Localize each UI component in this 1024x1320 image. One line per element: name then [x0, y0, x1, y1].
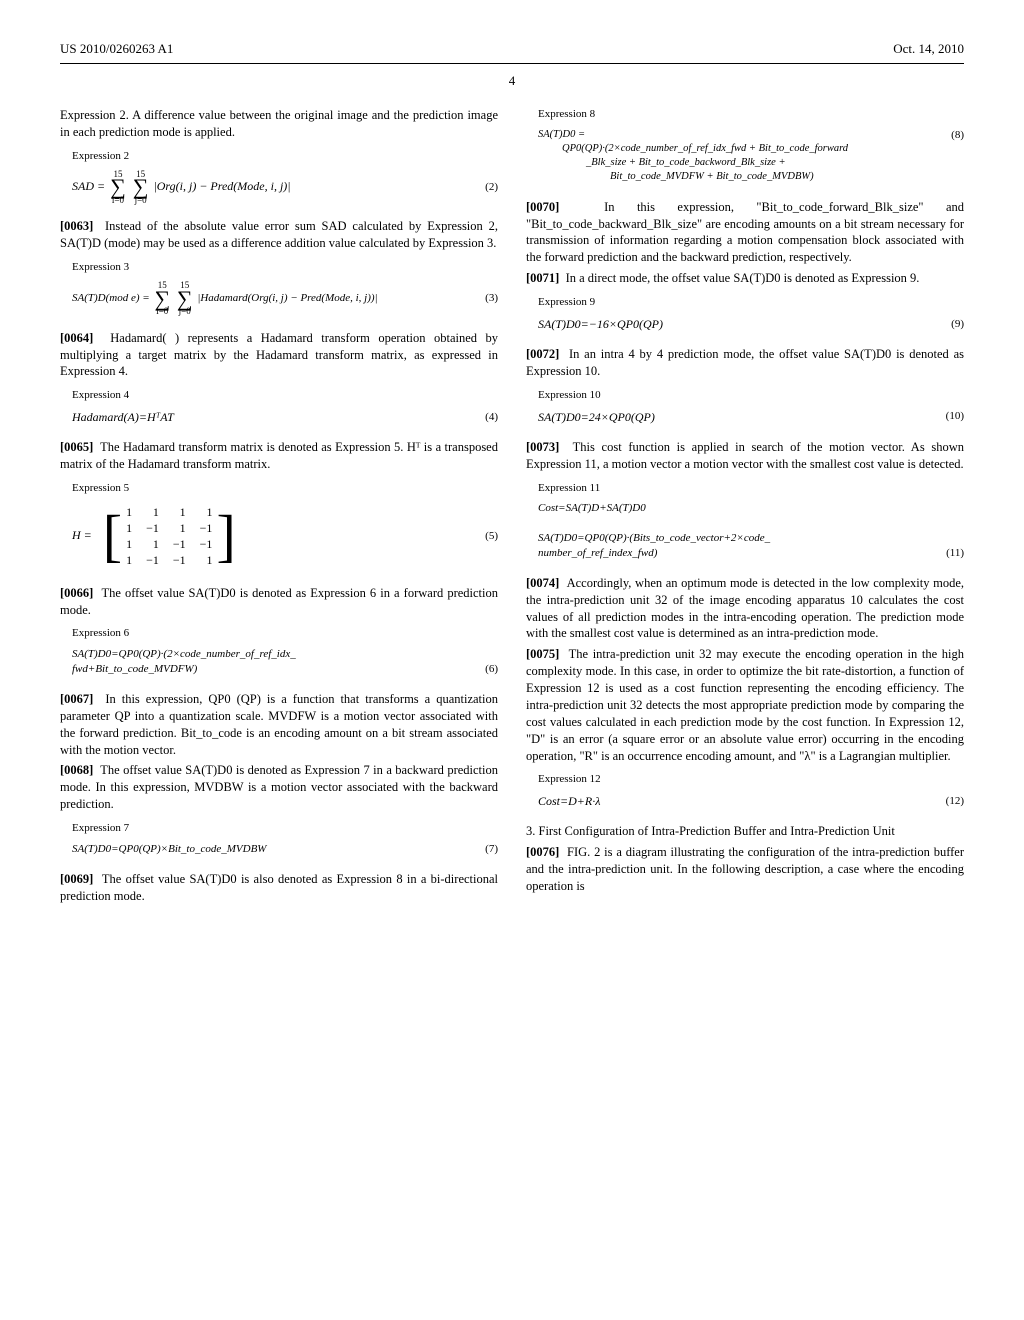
body-columns: Expression 2. A difference value between… [60, 107, 964, 906]
expr5: H = [ 11111−11−111−1−11−1−11 ] (5) [72, 502, 498, 571]
expr2-label: Expression 2 [60, 149, 498, 164]
para-0076: [0076] FIG. 2 is a diagram illustrating … [526, 844, 964, 895]
expr8: SA(T)D0 = QP0(QP)·(2×code_number_of_ref_… [538, 128, 964, 185]
para-0064: [0064] Hadamard( ) represents a Hadamard… [60, 330, 498, 381]
para-0071: [0071] In a direct mode, the offset valu… [526, 270, 964, 287]
sum-icon: 15∑j=0 [133, 170, 149, 205]
expr9-label: Expression 9 [526, 295, 964, 310]
para-0070: [0070] In this expression, "Bit_to_code_… [526, 199, 964, 267]
publication-date: Oct. 14, 2010 [893, 40, 964, 58]
para-0067: [0067] In this expression, QP0 (QP) is a… [60, 691, 498, 759]
expr12-label: Expression 12 [526, 772, 964, 787]
para-0069: [0069] The offset value SA(T)D0 is also … [60, 871, 498, 905]
expr11-label: Expression 11 [526, 481, 964, 496]
eq-number: (8) [951, 128, 964, 143]
eq-number: (2) [485, 180, 498, 195]
publication-number: US 2010/0260263 A1 [60, 40, 173, 58]
expr5-label: Expression 5 [60, 481, 498, 496]
expr4: Hadamard(A)=HᵀAT (4) [72, 409, 498, 425]
eq-number: (12) [946, 794, 964, 809]
para-0073: [0073] This cost function is applied in … [526, 439, 964, 473]
eq-number: (3) [485, 291, 498, 306]
para-0066: [0066] The offset value SA(T)D0 is denot… [60, 585, 498, 619]
eq-number: (6) [485, 662, 498, 677]
hadamard-matrix: [ 11111−11−111−1−11−1−11 ] [103, 502, 236, 571]
sum-icon: 15∑i=0 [110, 170, 126, 205]
expr12: Cost=D+R·λ (12) [538, 793, 964, 809]
para-0075: [0075] The intra-prediction unit 32 may … [526, 646, 964, 764]
intro-text: Expression 2. A difference value between… [60, 107, 498, 141]
sum-icon: 15∑i=0 [154, 281, 170, 316]
eq-number: (10) [946, 409, 964, 424]
para-0065: [0065] The Hadamard transform matrix is … [60, 439, 498, 473]
para-0074: [0074] Accordingly, when an optimum mode… [526, 575, 964, 643]
para-0063: [0063] Instead of the absolute value err… [60, 218, 498, 252]
expr3-label: Expression 3 [60, 260, 498, 275]
eq-number: (7) [485, 842, 498, 857]
expr8-label: Expression 8 [526, 107, 964, 122]
expr10: SA(T)D0=24×QP0(QP) (10) [538, 409, 964, 425]
section-3-title: 3. First Configuration of Intra-Predicti… [526, 823, 964, 840]
expr6: SA(T)D0=QP0(QP)·(2×code_number_of_ref_id… [72, 647, 498, 677]
eq-number: (9) [951, 317, 964, 332]
eq-number: (4) [485, 410, 498, 425]
expr7: SA(T)D0=QP0(QP)×Bit_to_code_MVDBW (7) [72, 842, 498, 857]
header-rule [60, 63, 964, 64]
page-number: 4 [60, 72, 964, 90]
sum-icon: 15∑j=0 [177, 281, 193, 316]
expr9: SA(T)D0=−16×QP0(QP) (9) [538, 316, 964, 332]
eq-number: (11) [946, 546, 964, 561]
eq-number: (5) [485, 529, 498, 544]
expr4-label: Expression 4 [60, 388, 498, 403]
expr11: Cost=SA(T)D+SA(T)D0 SA(T)D0=QP0(QP)·(Bit… [538, 501, 964, 560]
expr3: SA(T)D(mod e) = 15∑i=0 15∑j=0 |Hadamard(… [72, 281, 498, 316]
expr10-label: Expression 10 [526, 388, 964, 403]
expr2-body: |Org(i, j) − Pred(Mode, i, j)| [153, 179, 290, 193]
page-header: US 2010/0260263 A1 Oct. 14, 2010 [60, 40, 964, 58]
expr2-lhs: SAD = [72, 179, 105, 193]
expr2: SAD = 15∑i=0 15∑j=0 |Org(i, j) − Pred(Mo… [72, 170, 498, 205]
expr6-label: Expression 6 [60, 626, 498, 641]
para-0072: [0072] In an intra 4 by 4 prediction mod… [526, 346, 964, 380]
expr7-label: Expression 7 [60, 821, 498, 836]
para-0068: [0068] The offset value SA(T)D0 is denot… [60, 762, 498, 813]
